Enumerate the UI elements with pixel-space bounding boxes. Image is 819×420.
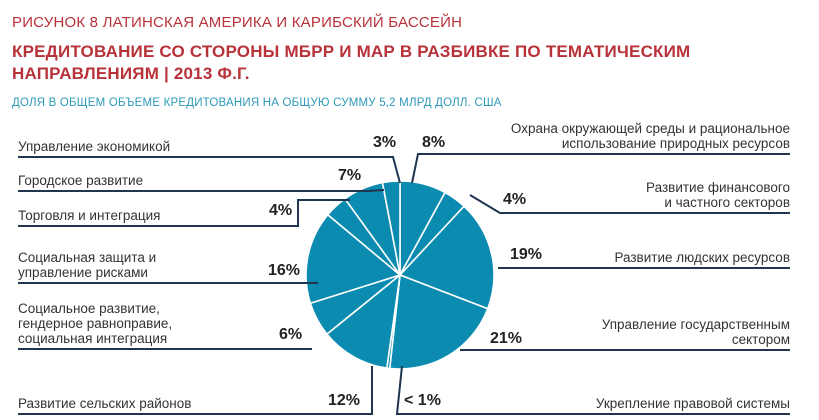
- leader-line-financial: [469, 194, 790, 214]
- label-line: Охрана окружающей среды и рациональное: [510, 121, 790, 136]
- percent-label-environment: 8%: [422, 134, 446, 151]
- label-social-prot: Социальная защита и управление рисками: [18, 250, 156, 280]
- percent-label-trade: 4%: [269, 202, 293, 219]
- leader-line-legal: [395, 365, 790, 415]
- percent-label-rural: 12%: [328, 392, 361, 409]
- label-financial: Развитие финансового и частного секторов: [646, 180, 790, 210]
- label-line: Торговля и интеграция: [18, 208, 161, 223]
- label-line: социальная интеграция: [18, 331, 168, 346]
- percent-label-social-dev: 6%: [279, 326, 303, 343]
- pie-slice-rural: [325, 273, 402, 369]
- label-line: Укрепление правовой системы: [595, 396, 790, 411]
- label-line: сектором: [731, 332, 790, 347]
- chart-subtitle: ДОЛЯ В ОБЩЕМ ОБЪЕМЕ КРЕДИТОВАНИЯ НА ОБЩУ…: [12, 97, 502, 109]
- percent-label-social-prot: 16%: [268, 262, 301, 279]
- label-trade: Торговля и интеграция: [18, 208, 161, 223]
- percent-label-urban: 7%: [338, 167, 362, 184]
- chart-title: КРЕДИТОВАНИЕ СО СТОРОНЫ МБРР И МАР В РАЗ…: [12, 42, 691, 83]
- label-line: управление рисками: [18, 265, 148, 280]
- pie-slice-human: [398, 205, 495, 310]
- label-line: Развитие финансового: [646, 180, 790, 195]
- label-legal: Укрепление правовой системы: [596, 396, 790, 411]
- label-rural: Развитие сельских районов: [18, 396, 191, 411]
- label-line: Управление государственным: [601, 317, 790, 332]
- pie-slice-public: [388, 273, 489, 370]
- label-line: Развитие сельских районов: [18, 396, 192, 411]
- leader-line-environment: [411, 153, 790, 184]
- leader-line-trade: [18, 199, 350, 227]
- label-line: и частного секторов: [664, 195, 790, 210]
- label-environment: Охрана окружающей среды и рациональное ис…: [511, 121, 790, 151]
- percent-label-financial: 4%: [503, 191, 527, 208]
- leader-line-economic: [18, 156, 401, 184]
- percent-label-public: 21%: [490, 330, 523, 347]
- label-human: Развитие людских ресурсов: [614, 250, 790, 265]
- figure-label: РИСУНОК 8 ЛАТИНСКАЯ АМЕРИКА И КАРИБСКИЙ …: [12, 14, 463, 31]
- leader-line-urban: [18, 189, 385, 192]
- label-line: гендерное равноправие,: [18, 316, 173, 331]
- label-line: Социальная защита и: [18, 250, 157, 265]
- label-line: Развитие людских ресурсов: [614, 250, 790, 265]
- label-line: Городское развитие: [18, 173, 144, 188]
- label-line: использование природных ресурсов: [561, 136, 790, 151]
- label-social-dev: Социальное развитие, гендерное равноправи…: [18, 301, 172, 346]
- label-economic: Управление экономикой: [18, 139, 170, 154]
- leader-line-rural: [18, 366, 373, 415]
- label-public: Управление государственным сектором: [602, 317, 790, 347]
- label-line: Управление экономикой: [18, 139, 171, 154]
- percent-label-economic: 3%: [373, 134, 397, 151]
- label-line: Социальное развитие,: [18, 301, 160, 316]
- pie-slice-social-prot: [305, 213, 402, 305]
- label-urban: Городское развитие: [18, 173, 143, 188]
- percent-label-legal: < 1%: [404, 392, 441, 409]
- percent-label-human: 19%: [510, 246, 543, 263]
